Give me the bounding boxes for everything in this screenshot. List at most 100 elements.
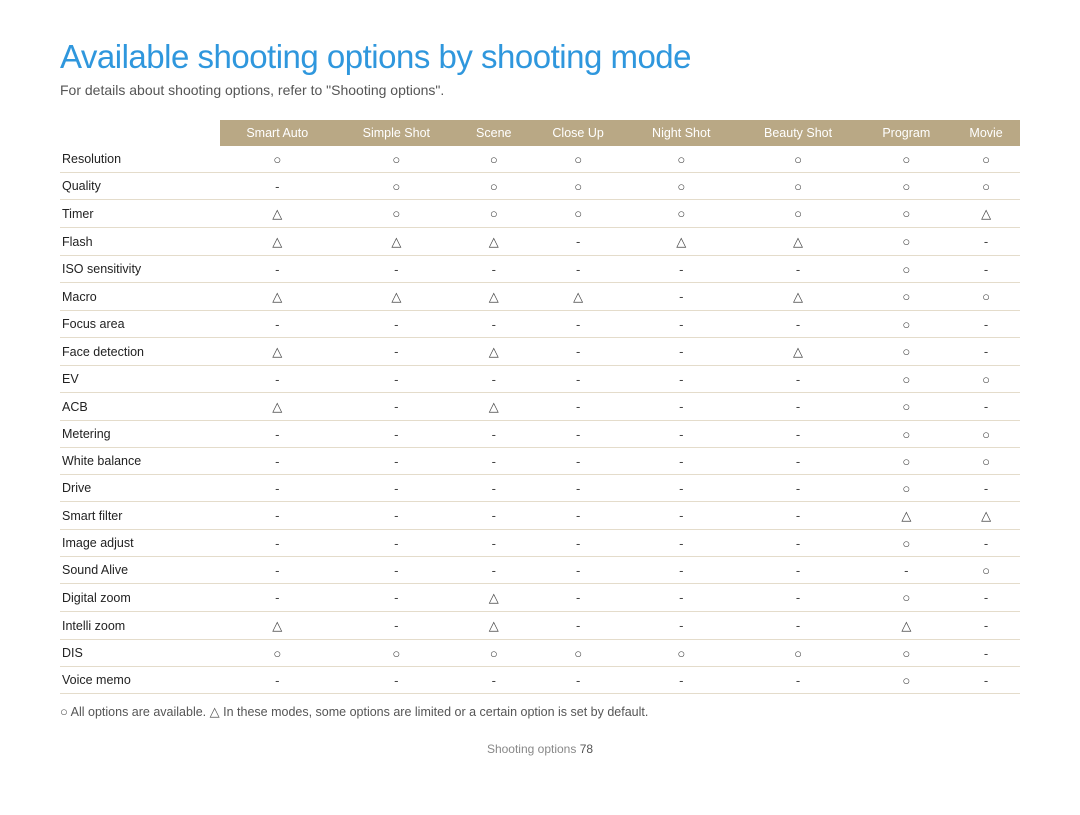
legend: ○ All options are available. △ In these … <box>60 704 1020 720</box>
table-row: ISO sensitivity------○- <box>60 256 1020 283</box>
row-label: Voice memo <box>60 667 220 694</box>
table-cell: - <box>220 421 335 448</box>
table-cell: ○ <box>952 173 1020 200</box>
table-cell: △ <box>952 502 1020 530</box>
table-cell: - <box>952 667 1020 694</box>
table-cell: - <box>220 584 335 612</box>
table-cell: △ <box>860 502 952 530</box>
row-label: Macro <box>60 283 220 311</box>
table-cell: △ <box>220 200 335 228</box>
table-cell: ○ <box>860 311 952 338</box>
table-cell: ○ <box>860 256 952 283</box>
table-cell: - <box>220 475 335 502</box>
table-cell: - <box>335 338 459 366</box>
table-cell: - <box>627 338 736 366</box>
table-cell: - <box>335 612 459 640</box>
table-row: Sound Alive-------○ <box>60 557 1020 584</box>
table-cell: ○ <box>627 200 736 228</box>
table-header-cell: Simple Shot <box>335 120 459 146</box>
table-cell: - <box>529 228 626 256</box>
table-cell: - <box>220 530 335 557</box>
table-cell: - <box>335 667 459 694</box>
table-cell: △ <box>736 338 861 366</box>
table-cell: - <box>458 667 529 694</box>
table-cell: - <box>529 667 626 694</box>
table-cell: ○ <box>860 393 952 421</box>
table-cell: △ <box>860 612 952 640</box>
row-label: Focus area <box>60 311 220 338</box>
table-cell: △ <box>736 283 861 311</box>
table-cell: - <box>335 366 459 393</box>
table-row: Voice memo------○- <box>60 667 1020 694</box>
table-row: Flash△△△-△△○- <box>60 228 1020 256</box>
row-label: EV <box>60 366 220 393</box>
table-cell: ○ <box>736 200 861 228</box>
table-body: Resolution○○○○○○○○Quality-○○○○○○○Timer△○… <box>60 146 1020 694</box>
table-cell: - <box>952 393 1020 421</box>
table-cell: △ <box>220 612 335 640</box>
legend-circle-icon: ○ <box>60 704 68 719</box>
table-cell: △ <box>952 200 1020 228</box>
table-cell: △ <box>458 228 529 256</box>
row-label: Digital zoom <box>60 584 220 612</box>
table-cell: - <box>529 256 626 283</box>
table-cell: - <box>529 584 626 612</box>
table-cell: - <box>860 557 952 584</box>
table-cell: - <box>627 256 736 283</box>
table-cell: - <box>458 557 529 584</box>
row-label: ISO sensitivity <box>60 256 220 283</box>
table-cell: - <box>736 256 861 283</box>
table-cell: △ <box>627 228 736 256</box>
table-header-cell: Movie <box>952 120 1020 146</box>
table-cell: - <box>335 530 459 557</box>
table-cell: ○ <box>952 557 1020 584</box>
table-cell: - <box>952 311 1020 338</box>
table-cell: ○ <box>335 146 459 173</box>
table-cell: - <box>627 502 736 530</box>
table-cell: - <box>627 311 736 338</box>
table-cell: ○ <box>736 146 861 173</box>
table-cell: ○ <box>627 146 736 173</box>
table-cell: - <box>220 557 335 584</box>
row-label: Quality <box>60 173 220 200</box>
table-cell: - <box>736 366 861 393</box>
row-label: Timer <box>60 200 220 228</box>
table-cell: - <box>627 366 736 393</box>
table-cell: - <box>736 475 861 502</box>
table-row: Macro△△△△-△○○ <box>60 283 1020 311</box>
table-cell: - <box>529 448 626 475</box>
table-cell: - <box>736 530 861 557</box>
row-label: Image adjust <box>60 530 220 557</box>
row-label: Sound Alive <box>60 557 220 584</box>
table-cell: - <box>529 557 626 584</box>
footer-page-number: 78 <box>580 742 593 756</box>
table-cell: ○ <box>860 530 952 557</box>
table-cell: - <box>627 557 736 584</box>
row-label: Drive <box>60 475 220 502</box>
row-label: White balance <box>60 448 220 475</box>
table-cell: ○ <box>529 173 626 200</box>
table-cell: - <box>952 228 1020 256</box>
table-cell: ○ <box>627 640 736 667</box>
table-cell: ○ <box>860 338 952 366</box>
table-cell: - <box>736 612 861 640</box>
table-cell: - <box>736 667 861 694</box>
table-cell: - <box>952 256 1020 283</box>
row-label: ACB <box>60 393 220 421</box>
table-cell: - <box>627 475 736 502</box>
table-cell: ○ <box>335 640 459 667</box>
table-cell: ○ <box>458 200 529 228</box>
table-cell: ○ <box>627 173 736 200</box>
table-row: Smart filter------△△ <box>60 502 1020 530</box>
table-cell: △ <box>458 283 529 311</box>
table-cell: - <box>458 530 529 557</box>
table-cell: ○ <box>860 584 952 612</box>
table-header-cell: Scene <box>458 120 529 146</box>
table-cell: ○ <box>860 228 952 256</box>
table-cell: - <box>458 475 529 502</box>
table-cell: - <box>220 448 335 475</box>
row-label: Intelli zoom <box>60 612 220 640</box>
table-header-row: Smart AutoSimple ShotSceneClose UpNight … <box>60 120 1020 146</box>
table-row: Resolution○○○○○○○○ <box>60 146 1020 173</box>
table-cell: - <box>335 448 459 475</box>
